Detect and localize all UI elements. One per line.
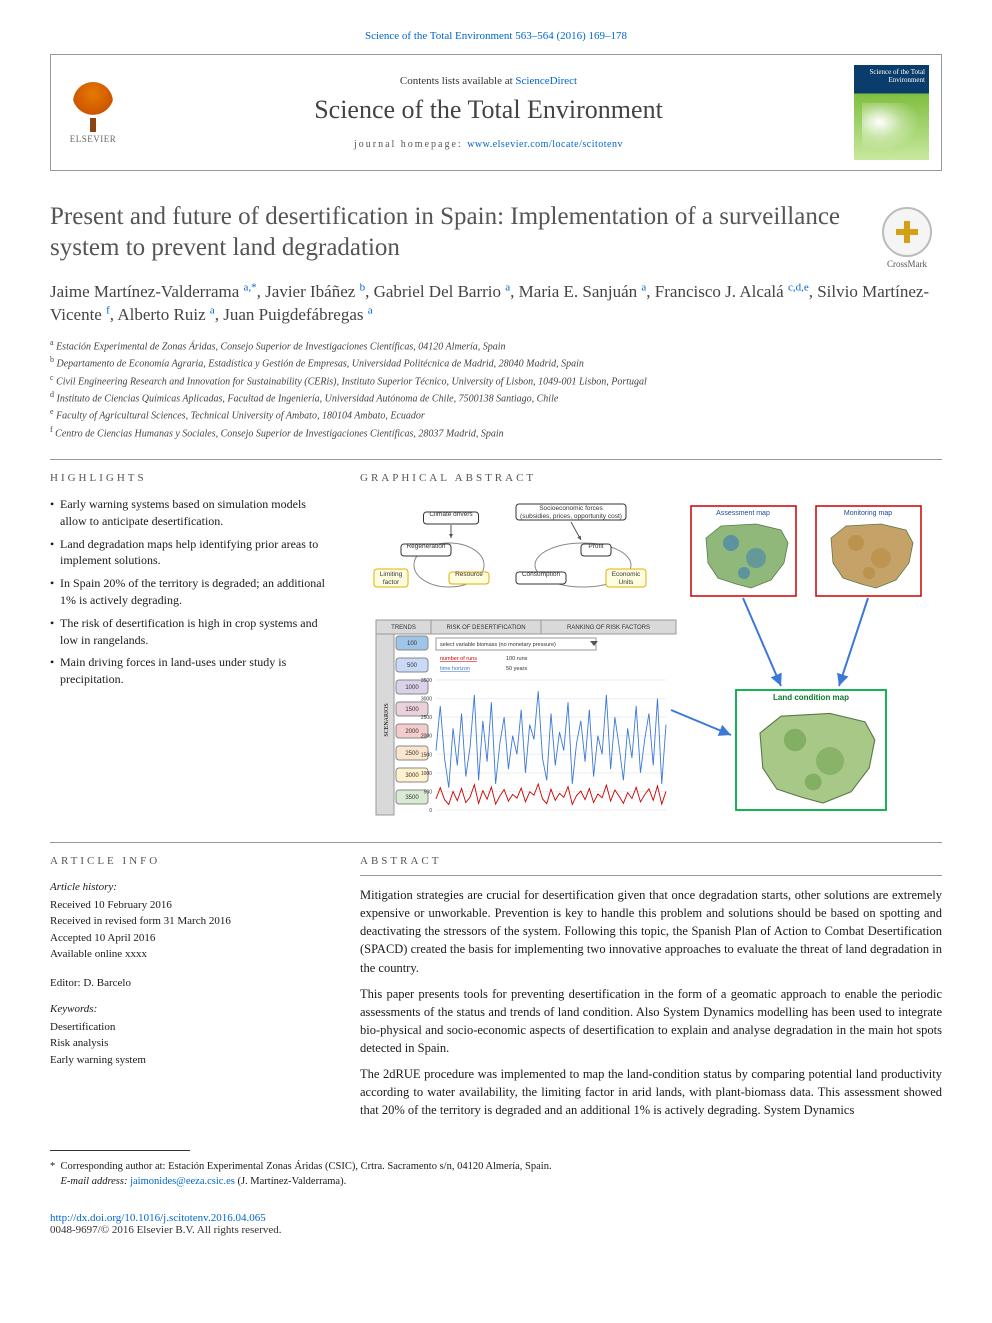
svg-text:3000: 3000	[405, 773, 419, 779]
abstract-paragraph: This paper presents tools for preventing…	[360, 985, 942, 1058]
svg-text:Consumption: Consumption	[522, 571, 561, 578]
svg-text:time horizon: time horizon	[440, 666, 470, 672]
graphical-abstract: Climate driversSocioeconomic forces(subs…	[360, 496, 942, 828]
svg-text:RISK OF DESERTIFICATION: RISK OF DESERTIFICATION	[446, 625, 525, 631]
history-line: Accepted 10 April 2016	[50, 930, 330, 947]
elsevier-logo: ELSEVIER	[63, 78, 123, 148]
svg-text:500: 500	[407, 663, 418, 669]
authors-list: Jaime Martínez-Valderrama a,*, Javier Ib…	[50, 280, 942, 328]
highlight-item: Land degradation maps help identifying p…	[50, 536, 330, 570]
crossmark-badge[interactable]: CrossMark	[872, 207, 942, 269]
article-info-heading: ARTICLE INFO	[50, 855, 330, 867]
history-line: Received 10 February 2016	[50, 897, 330, 914]
corresponding-email-link[interactable]: jaimonides@eeza.csic.es	[130, 1176, 235, 1187]
keyword: Risk analysis	[50, 1035, 330, 1052]
article-info: Article history: Received 10 February 20…	[50, 879, 330, 1068]
svg-text:Monitoring map: Monitoring map	[844, 510, 892, 517]
svg-text:number of runs: number of runs	[440, 656, 477, 662]
doi-link[interactable]: http://dx.doi.org/10.1016/j.scitotenv.20…	[50, 1212, 266, 1224]
highlights-heading: HIGHLIGHTS	[50, 472, 330, 484]
affiliation-line: b Departamento de Economía Agraria, Esta…	[50, 354, 942, 371]
editor-line: Editor: D. Barcelo	[50, 975, 330, 992]
journal-header: ELSEVIER Contents lists available at Sci…	[50, 54, 942, 171]
svg-text:2500: 2500	[405, 751, 419, 757]
svg-text:3500: 3500	[405, 795, 419, 801]
svg-text:1500: 1500	[421, 752, 432, 758]
graphical-abstract-svg: Climate driversSocioeconomic forces(subs…	[364, 500, 938, 820]
svg-text:100 runs: 100 runs	[506, 656, 528, 662]
divider	[50, 459, 942, 460]
homepage-link[interactable]: www.elsevier.com/locate/scitotenv	[467, 139, 623, 150]
divider	[50, 842, 942, 843]
elsevier-tree-icon	[73, 82, 113, 122]
svg-text:500: 500	[424, 789, 433, 795]
svg-text:50 years: 50 years	[506, 666, 527, 672]
svg-text:Climate drivers: Climate drivers	[429, 511, 473, 518]
affiliation-line: c Civil Engineering Research and Innovat…	[50, 372, 942, 389]
svg-text:2500: 2500	[421, 715, 432, 721]
svg-text:RANKING OF RISK FACTORS: RANKING OF RISK FACTORS	[567, 625, 650, 631]
journal-name: Science of the Total Environment	[123, 95, 854, 125]
highlight-item: In Spain 20% of the territory is degrade…	[50, 575, 330, 609]
svg-text:Land condition map: Land condition map	[773, 693, 849, 702]
corresponding-author: * Corresponding author at: Estación Expe…	[50, 1159, 942, 1191]
affiliations-list: a Estación Experimental de Zonas Áridas,…	[50, 337, 942, 441]
svg-text:Regeneration: Regeneration	[406, 543, 445, 550]
citation-link[interactable]: Science of the Total Environment 563–564…	[365, 30, 627, 42]
affiliation-line: f Centro de Ciencias Humanas y Sociales,…	[50, 424, 942, 441]
affiliation-line: e Faculty of Agricultural Sciences, Tech…	[50, 406, 942, 423]
svg-text:2000: 2000	[421, 734, 432, 740]
history-label: Article history:	[50, 879, 330, 896]
svg-text:Profit: Profit	[588, 543, 603, 550]
copyright-line: 0048-9697/© 2016 Elsevier B.V. All right…	[50, 1224, 282, 1236]
svg-text:select variable biomass (no m: select variable biomass (no monetary pre…	[440, 642, 556, 648]
abstract-text: Mitigation strategies are crucial for de…	[360, 886, 942, 1120]
affiliation-line: d Instituto de Ciencias Químicas Aplicad…	[50, 389, 942, 406]
svg-text:1500: 1500	[405, 707, 419, 713]
homepage-line: journal homepage: www.elsevier.com/locat…	[123, 139, 854, 150]
svg-text:2000: 2000	[405, 729, 419, 735]
keyword: Early warning system	[50, 1052, 330, 1069]
svg-text:1000: 1000	[421, 771, 432, 777]
journal-cover-thumbnail: Science of the Total Environment	[854, 65, 929, 160]
svg-text:3000: 3000	[421, 697, 432, 703]
sciencedirect-link[interactable]: ScienceDirect	[515, 75, 577, 87]
keyword: Desertification	[50, 1019, 330, 1036]
history-line: Available online xxxx	[50, 946, 330, 963]
highlight-item: The risk of desertification is high in c…	[50, 615, 330, 649]
contents-line: Contents lists available at ScienceDirec…	[123, 75, 854, 87]
top-citation: Science of the Total Environment 563–564…	[50, 30, 942, 42]
footnote-divider	[50, 1150, 190, 1151]
doi-block: http://dx.doi.org/10.1016/j.scitotenv.20…	[50, 1212, 942, 1236]
affiliation-line: a Estación Experimental de Zonas Áridas,…	[50, 337, 942, 354]
keywords-label: Keywords:	[50, 1001, 330, 1018]
article-title: Present and future of desertification in…	[50, 201, 942, 264]
abstract-paragraph: The 2dRUE procedure was implemented to m…	[360, 1065, 942, 1119]
abstract-paragraph: Mitigation strategies are crucial for de…	[360, 886, 942, 977]
svg-text:0: 0	[429, 808, 432, 814]
crossmark-icon	[896, 221, 918, 243]
abstract-heading: ABSTRACT	[360, 855, 942, 867]
svg-text:100: 100	[407, 641, 418, 647]
svg-text:TRENDS: TRENDS	[391, 625, 416, 631]
graphical-abstract-heading: GRAPHICAL ABSTRACT	[360, 472, 942, 484]
svg-text:3500: 3500	[421, 678, 432, 684]
elsevier-label: ELSEVIER	[70, 134, 117, 144]
svg-text:Resource: Resource	[455, 571, 483, 578]
highlight-item: Main driving forces in land-uses under s…	[50, 654, 330, 688]
highlights-list: Early warning systems based on simulatio…	[50, 496, 330, 688]
history-line: Received in revised form 31 March 2016	[50, 913, 330, 930]
highlight-item: Early warning systems based on simulatio…	[50, 496, 330, 530]
svg-text:1000: 1000	[405, 685, 419, 691]
svg-text:SCENARIOS: SCENARIOS	[384, 703, 390, 736]
svg-text:Assessment map: Assessment map	[716, 510, 770, 517]
